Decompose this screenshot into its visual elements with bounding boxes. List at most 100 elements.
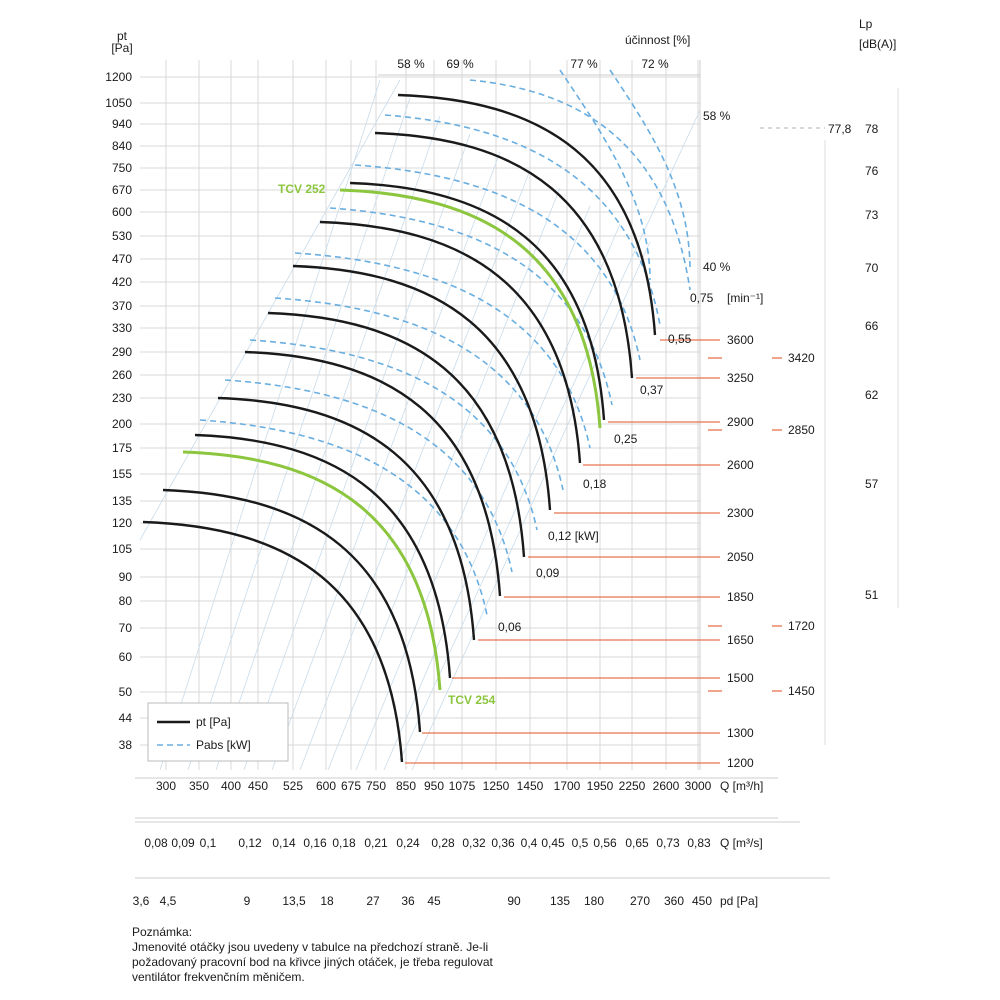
x-tick-label-m3h: 350 — [189, 779, 209, 793]
y-tick-label: 175 — [112, 441, 132, 455]
y-tick-label: 155 — [112, 467, 132, 481]
x-tick-label-m3h: 1700 — [554, 779, 581, 793]
y-tick-label: 840 — [112, 139, 132, 153]
x-tick-label-m3s: 0,4 — [521, 836, 538, 850]
y-tick-label: 38 — [119, 738, 133, 752]
guide-line — [243, 133, 471, 771]
sound-tick-label: 51 — [865, 588, 879, 602]
x-tick-label-m3h: 1075 — [449, 779, 476, 793]
speed-label: 3600 — [727, 333, 754, 347]
y-tick-label: 530 — [112, 229, 132, 243]
highlighted-curve — [339, 188, 602, 429]
power-label: 0,25 — [614, 432, 638, 446]
x-tick-label-pd: 4,5 — [160, 894, 177, 908]
efficiency-label: 77 % — [570, 57, 598, 71]
x-tick-label-m3s: 0,09 — [171, 836, 195, 850]
y-axis-unit: [Pa] — [111, 41, 132, 55]
sound-tick-label: 76 — [865, 164, 879, 178]
y-tick-label: 44 — [119, 711, 133, 725]
pressure-curve — [397, 93, 657, 336]
y-axis-label: pt — [117, 29, 128, 43]
note: Poznámka: Jmenovité otáčky jsou uvedeny … — [132, 925, 572, 985]
x-tick-label-pd: 27 — [366, 894, 380, 908]
y-tick-label: 80 — [119, 594, 133, 608]
x-axis-label-m3s: Q [m³/s] — [720, 836, 763, 850]
speed-label: 2300 — [727, 506, 754, 520]
x-tick-label-m3s: 0,73 — [656, 836, 680, 850]
y-tick-label: 600 — [112, 205, 132, 219]
guide-line — [271, 151, 501, 771]
y-tick-label: 670 — [112, 183, 132, 197]
sound-tick-label: 66 — [865, 319, 879, 333]
sound-axis-label: Lp — [859, 17, 873, 31]
legend-label-pt: pt [Pa] — [196, 715, 231, 729]
x-tick-label-pd: 45 — [427, 894, 441, 908]
speed-lines — [405, 339, 782, 764]
x-tick-label-m3h: 2600 — [653, 779, 680, 793]
y-tick-label: 200 — [112, 417, 132, 431]
highlighted-curve — [182, 450, 442, 691]
pressure-curve — [244, 350, 502, 597]
pressure-curve — [217, 396, 476, 641]
note-line: ventilátor frekvenčním měničem. — [132, 970, 305, 984]
x-tick-label-m3h: 675 — [341, 779, 361, 793]
x-tick-label-m3s: 0,32 — [462, 836, 486, 850]
y-tick-label: 750 — [112, 161, 132, 175]
power-label: 0,18 — [583, 477, 607, 491]
sound-axis-unit: [dB(A)] — [859, 37, 896, 51]
speed-label-right: 2850 — [788, 423, 815, 437]
y-tick-label: 230 — [112, 391, 132, 405]
power-label: 0,37 — [640, 383, 664, 397]
x-tick-label-pd: 3,6 — [133, 894, 150, 908]
speed-label: 2600 — [727, 458, 754, 472]
power-curve — [274, 297, 564, 491]
guide-line — [411, 241, 651, 771]
guide-line — [139, 79, 401, 541]
note-line: požadovaný pracovní bod na křivce jiných… — [132, 955, 493, 969]
x-axis-label-m3h: Q [m³/h] — [720, 779, 763, 793]
x-tick-label-m3h: 600 — [316, 779, 336, 793]
y-tick-label: 1200 — [105, 70, 132, 84]
legend-label-pabs: Pabs [kW] — [196, 738, 251, 752]
power-curve — [354, 164, 641, 361]
guide-line — [399, 109, 701, 761]
pressure-curve — [319, 220, 582, 464]
x-tick-label-m3h: 950 — [424, 779, 444, 793]
sound-tick-label: 73 — [865, 208, 879, 222]
curve-label-tcv252: TCV 252 — [278, 182, 326, 196]
y-tick-label: 260 — [112, 368, 132, 382]
x-tick-label-m3s: 0,36 — [491, 836, 515, 850]
x-tick-label-m3h: 450 — [248, 779, 268, 793]
x-tick-label-m3s: 0,16 — [303, 836, 327, 850]
x-tick-label-pd: 135 — [550, 894, 570, 908]
power-label: 0,12 [kW] — [548, 529, 599, 543]
guide-line — [355, 205, 591, 771]
x-tick-label-m3s: 0,14 — [272, 836, 296, 850]
legend: pt [Pa] Pabs [kW] — [147, 702, 289, 762]
y-tick-label: 290 — [112, 345, 132, 359]
x-tick-label-m3s: 0,08 — [144, 836, 168, 850]
sound-tick-label: 78 — [865, 122, 879, 136]
speed-label: 2050 — [727, 550, 754, 564]
x-tick-label-m3h: 1250 — [483, 779, 510, 793]
x-tick-label-pd: 90 — [507, 894, 521, 908]
power-label: 0,09 — [536, 566, 560, 580]
power-label: 0,75 — [690, 291, 714, 305]
note-heading: Poznámka: — [132, 925, 193, 939]
power-curve — [329, 207, 613, 406]
y-tick-label: 105 — [112, 542, 132, 556]
y-tick-label: 1050 — [105, 96, 132, 110]
speed-label-right: 1450 — [788, 684, 815, 698]
speed-label: 1300 — [727, 726, 754, 740]
efficiency-curve — [559, 69, 651, 281]
pressure-curve — [267, 311, 526, 558]
speed-label: 1850 — [727, 590, 754, 604]
pressure-curve — [162, 488, 422, 733]
efficiency-label: 58 % — [703, 109, 731, 123]
speed-label: 1650 — [727, 633, 754, 647]
x-tick-label-pd: 13,5 — [282, 894, 306, 908]
power-curve — [224, 379, 513, 573]
note-line: Jmenovité otáčky jsou uvedeny v tabulce … — [132, 940, 489, 954]
x-tick-label-m3s: 0,65 — [625, 836, 649, 850]
